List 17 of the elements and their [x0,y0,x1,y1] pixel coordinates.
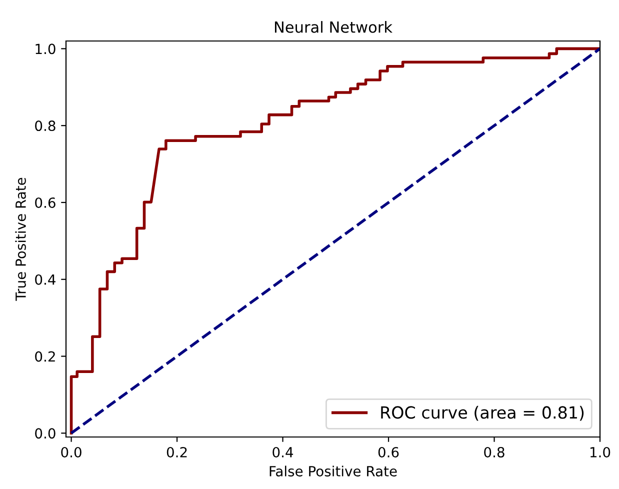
y-tick-label: 0.2 [35,351,55,362]
x-tick-label: 0.4 [272,446,294,458]
x-tick-label: 0.8 [484,446,504,458]
y-tick-label: 0.8 [35,120,56,132]
y-axis-title: True Positive Rate [15,178,26,301]
chart-title: Neural Network [274,21,392,33]
x-tick-label: 0.2 [166,446,187,458]
y-tick-label: 0.0 [35,428,56,439]
legend-label: ROC curve (area = 0.81) [381,406,584,421]
x-tick-label: 0.0 [61,446,82,458]
x-tick-label: 1.0 [590,446,610,458]
x-axis-title: False Positive Rate [270,466,397,476]
y-tick-label: 0.4 [35,274,56,285]
y-tick-label: 0.6 [35,197,56,208]
x-tick-label: 0.6 [378,446,399,458]
line-series [70,47,600,435]
y-tick-label: 1.0 [36,44,56,54]
